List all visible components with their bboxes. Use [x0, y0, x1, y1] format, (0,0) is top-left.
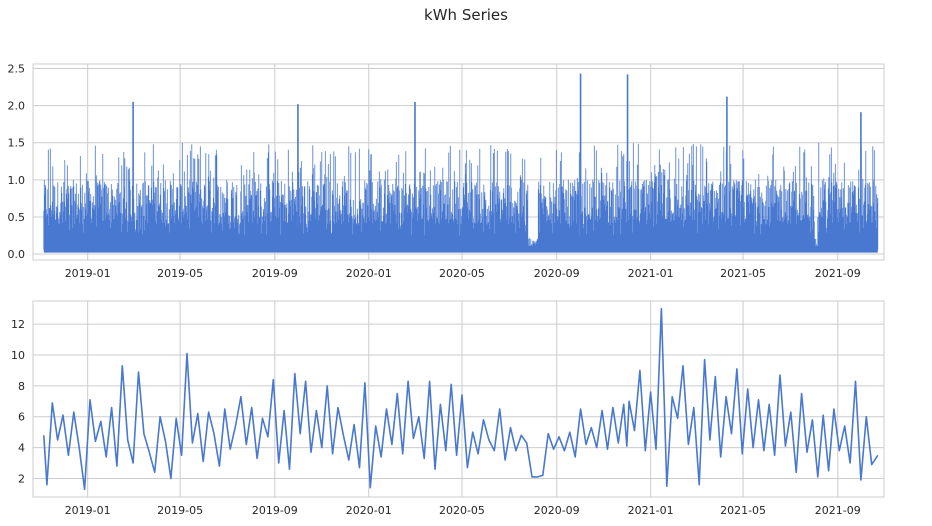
top-chart-kwh-readings: 2019-01 2019-05 2019-09 2020-01 2020-05 2020-… [8, 62, 885, 280]
bottom-chart-x-tick-label: 2021-01 [628, 504, 674, 517]
top-chart-x-tick-label: 2020-05 [439, 267, 485, 280]
bottom-chart-x-tick-label: 2020-09 [534, 504, 580, 517]
bottom-chart-x-tick-label: 2020-01 [346, 504, 392, 517]
top-chart-kwh-baseline-band [43, 245, 878, 253]
bottom-chart-y-tick-label: 6 [18, 411, 25, 424]
top-chart-y-tick-label: 2.0 [8, 100, 26, 113]
bottom-chart-frame [32, 300, 885, 498]
top-chart-y-tick-label: 0.0 [8, 248, 26, 261]
top-chart-grid [33, 64, 884, 260]
top-chart-x-tick-label: 2021-05 [720, 267, 766, 280]
bottom-chart-series [43, 307, 879, 491]
top-chart-frame [32, 63, 885, 261]
bottom-chart-daily-kwh: 2019-01 2019-05 2019-09 2020-01 2020-05 2020-… [11, 300, 885, 517]
top-chart-kwh-spikes [43, 142, 879, 250]
top-chart-x-ticks: 2019-01 2019-05 2019-09 2020-01 2020-05 2020-… [65, 267, 861, 280]
top-chart-x-tick-label: 2019-09 [252, 267, 298, 280]
bottom-chart-y-tick-label: 2 [18, 472, 25, 485]
bottom-chart-daily-kwh-line [43, 307, 879, 491]
top-chart-x-tick-label: 2020-01 [346, 267, 392, 280]
top-chart-x-tick-label: 2020-09 [534, 267, 580, 280]
bottom-chart-y-tick-label: 4 [18, 442, 25, 455]
top-chart-y-tick-label: 0.5 [8, 211, 26, 224]
top-chart-x-tick-label: 2021-01 [628, 267, 674, 280]
top-chart-x-tick-label: 2021-09 [815, 267, 861, 280]
bottom-chart-y-tick-label: 12 [11, 318, 25, 331]
bottom-chart-x-ticks: 2019-01 2019-05 2019-09 2020-01 2020-05 2020-… [65, 504, 861, 517]
top-chart-x-tick-label: 2019-05 [157, 267, 203, 280]
top-chart-y-tick-label: 1.0 [8, 174, 26, 187]
bottom-chart-x-tick-label: 2019-09 [252, 504, 298, 517]
bottom-chart-x-tick-label: 2019-01 [65, 504, 111, 517]
top-chart-y-tick-label: 1.5 [8, 137, 26, 150]
bottom-chart-y-ticks: 2 4 6 8 10 12 [11, 318, 25, 485]
bottom-chart-x-tick-label: 2021-05 [720, 504, 766, 517]
bottom-chart-y-tick-label: 10 [11, 349, 25, 362]
bottom-chart-y-tick-label: 8 [18, 380, 25, 393]
bottom-chart-x-tick-label: 2019-05 [157, 504, 203, 517]
top-chart-y-ticks: 0.0 0.5 1.0 1.5 2.0 2.5 [8, 62, 26, 261]
bottom-chart-grid [33, 301, 884, 497]
top-chart-series [43, 73, 879, 253]
top-chart-x-tick-label: 2019-01 [65, 267, 111, 280]
bottom-chart-x-tick-label: 2020-05 [439, 504, 485, 517]
figure-title: kWh Series [424, 6, 508, 24]
top-chart-y-tick-label: 2.5 [8, 62, 26, 75]
bottom-chart-x-tick-label: 2021-09 [815, 504, 861, 517]
